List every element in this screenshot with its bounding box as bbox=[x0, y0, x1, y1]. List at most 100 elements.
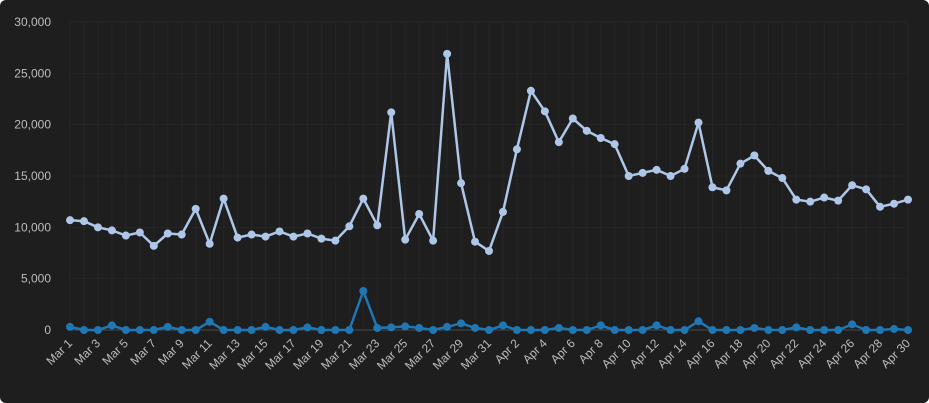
x-tick-label: Apr 16 bbox=[683, 336, 718, 371]
data-point bbox=[163, 322, 172, 331]
series-1 bbox=[66, 49, 912, 255]
data-point bbox=[792, 323, 801, 332]
data-point bbox=[429, 236, 438, 245]
data-point bbox=[331, 326, 340, 334]
data-point bbox=[694, 317, 703, 326]
data-point bbox=[652, 165, 661, 174]
data-point bbox=[666, 326, 675, 334]
data-point bbox=[121, 231, 130, 240]
data-point bbox=[806, 326, 815, 334]
data-point bbox=[568, 114, 577, 123]
data-point bbox=[261, 322, 270, 331]
x-tick-label: Apr 28 bbox=[850, 336, 885, 371]
data-point bbox=[429, 326, 438, 334]
data-point bbox=[359, 286, 368, 295]
data-point bbox=[457, 179, 466, 188]
y-tick-label: 25,000 bbox=[14, 66, 51, 80]
data-point bbox=[778, 174, 787, 183]
data-point bbox=[219, 194, 228, 203]
x-tick-label: Mar 31 bbox=[458, 336, 495, 373]
data-point bbox=[736, 326, 745, 334]
data-point bbox=[373, 323, 382, 332]
y-tick-label: 20,000 bbox=[14, 118, 51, 132]
data-point bbox=[680, 326, 689, 334]
x-tick-label: Mar 3 bbox=[71, 336, 103, 368]
x-tick-label: Apr 6 bbox=[548, 336, 578, 366]
data-point bbox=[764, 166, 773, 175]
data-point bbox=[443, 49, 452, 58]
y-tick-label: 10,000 bbox=[14, 220, 51, 234]
x-tick-label: Mar 5 bbox=[99, 336, 131, 368]
data-point bbox=[848, 320, 857, 329]
data-point bbox=[624, 172, 633, 180]
data-point bbox=[890, 324, 899, 333]
y-tick-label: 0 bbox=[44, 323, 51, 337]
data-point bbox=[694, 118, 703, 127]
data-point bbox=[722, 186, 731, 195]
data-point bbox=[904, 326, 912, 334]
x-tick-label: Apr 24 bbox=[794, 336, 829, 371]
data-point bbox=[834, 196, 843, 205]
x-tick-label: Apr 18 bbox=[711, 336, 746, 371]
data-point bbox=[471, 323, 480, 332]
data-point bbox=[498, 321, 507, 330]
data-point bbox=[93, 223, 102, 232]
data-point bbox=[652, 321, 661, 330]
data-point bbox=[750, 323, 759, 332]
x-tick-label: Mar 1 bbox=[44, 336, 76, 368]
data-point bbox=[848, 181, 857, 190]
data-point bbox=[876, 326, 885, 334]
data-point bbox=[247, 326, 256, 334]
data-point bbox=[582, 326, 591, 334]
x-tick-label: Apr 12 bbox=[627, 336, 662, 371]
data-point bbox=[736, 159, 745, 168]
x-tick-label: Apr 20 bbox=[739, 336, 774, 371]
data-point bbox=[862, 326, 871, 334]
data-point bbox=[680, 164, 689, 173]
data-point bbox=[233, 233, 242, 242]
data-point bbox=[163, 229, 172, 238]
data-point bbox=[750, 151, 759, 160]
data-point bbox=[261, 232, 270, 241]
data-point bbox=[289, 232, 298, 241]
data-point bbox=[540, 326, 549, 334]
data-point bbox=[764, 326, 773, 334]
data-point bbox=[904, 195, 912, 204]
data-point bbox=[93, 326, 102, 334]
data-point bbox=[401, 235, 410, 244]
data-point bbox=[624, 326, 633, 334]
data-point bbox=[596, 134, 605, 143]
series-layer bbox=[66, 49, 912, 334]
x-tick-label: Apr 30 bbox=[878, 336, 913, 371]
data-point bbox=[149, 241, 158, 250]
data-point bbox=[862, 185, 871, 194]
data-point bbox=[610, 140, 619, 149]
data-point bbox=[820, 326, 829, 334]
data-point bbox=[247, 230, 256, 239]
data-point bbox=[596, 321, 605, 330]
data-point bbox=[205, 317, 214, 326]
y-tick-label: 5,000 bbox=[21, 272, 51, 286]
x-tick-label: Apr 4 bbox=[520, 336, 550, 366]
x-tick-label: Apr 2 bbox=[492, 336, 522, 366]
y-tick-label: 15,000 bbox=[14, 169, 51, 183]
data-point bbox=[792, 195, 801, 204]
data-point bbox=[834, 326, 843, 334]
x-tick-label: Apr 26 bbox=[822, 336, 857, 371]
data-point bbox=[568, 326, 577, 334]
data-point bbox=[485, 246, 493, 255]
data-point bbox=[135, 326, 144, 334]
data-point bbox=[79, 217, 88, 226]
data-point bbox=[317, 326, 326, 334]
data-point bbox=[457, 319, 466, 328]
data-point bbox=[275, 227, 284, 236]
data-point bbox=[79, 326, 88, 334]
data-point bbox=[512, 145, 521, 154]
data-point bbox=[303, 323, 312, 332]
data-point bbox=[498, 207, 507, 216]
data-point bbox=[289, 326, 298, 334]
data-point bbox=[66, 322, 74, 331]
data-point bbox=[415, 209, 424, 218]
